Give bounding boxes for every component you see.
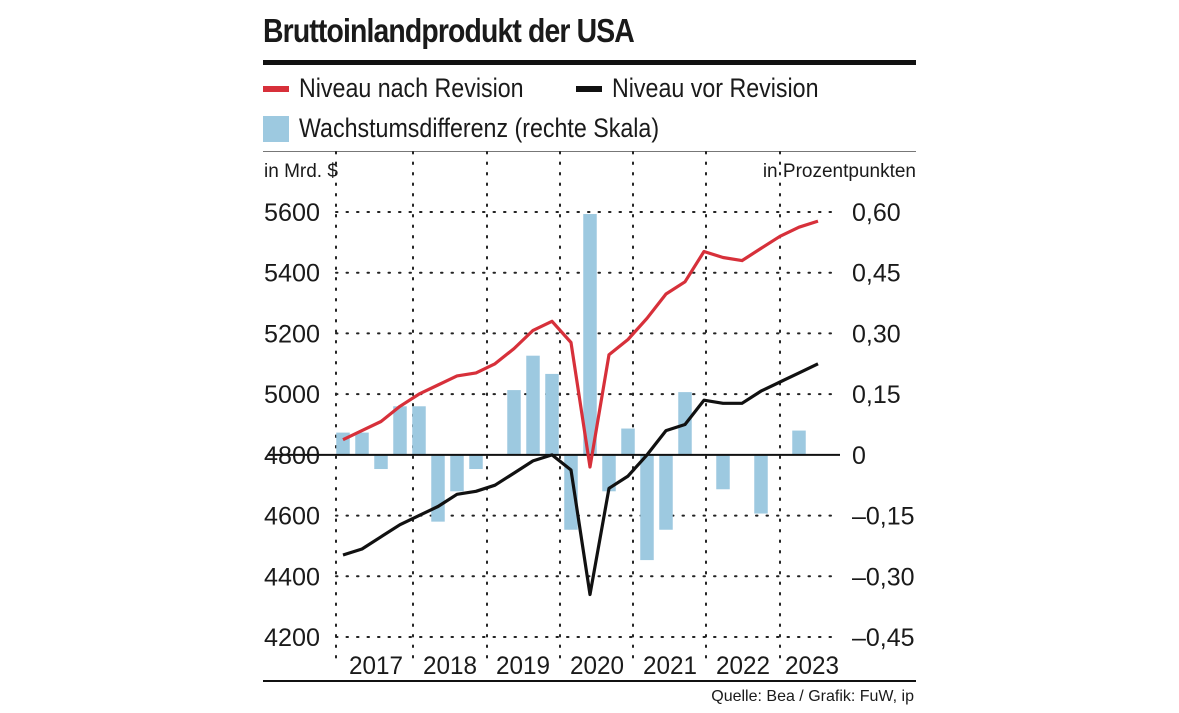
- bar-2019Q4: [545, 373, 559, 455]
- bar-2018Q4: [469, 454, 483, 470]
- series-line-niveau-nach-revision: [342, 219, 819, 469]
- series-line-niveau-vor-revision: [342, 362, 819, 597]
- x-year-label: 2020: [570, 652, 624, 680]
- x-year-label: 2018: [423, 652, 477, 680]
- y-right-unit-label: in Prozentpunkten: [763, 161, 916, 182]
- legend-label-after-revision: Niveau nach Revision: [299, 73, 524, 103]
- y-right-tick-label: –0,30: [852, 563, 915, 591]
- title-rule: [263, 60, 916, 65]
- x-year-label: 2017: [349, 652, 403, 680]
- bar-2020Q1: [564, 454, 578, 530]
- legend-swatch-after-revision: [263, 85, 289, 92]
- bar-2020Q4: [621, 428, 635, 455]
- legend-label-growth-difference: Wachstumsdifferenz (rechte Skala): [299, 113, 660, 143]
- y-left-tick-label: 5400: [264, 260, 320, 288]
- footer-rule: [263, 680, 916, 682]
- y-right-tick-label: 0,45: [852, 260, 901, 288]
- y-left-tick-label: 4600: [264, 503, 320, 531]
- bar-2021Q1: [640, 454, 654, 561]
- y-right-tick-label: 0,30: [852, 320, 901, 348]
- y-left-tick-label: 4400: [264, 563, 320, 591]
- y-right-tick-label: 0,15: [852, 381, 901, 409]
- x-year-label: 2023: [785, 652, 839, 680]
- bar-2020Q3: [602, 454, 616, 492]
- y-left-tick-label: 5000: [264, 381, 320, 409]
- bar-2022Q1: [716, 454, 730, 490]
- chart-title: Bruttoinlandprodukt der USA: [263, 12, 635, 49]
- bar-2022Q3: [754, 454, 768, 514]
- bar-2018Q1: [412, 406, 426, 455]
- bar-2019Q2: [507, 390, 521, 455]
- legend-swatch-growth-difference: [263, 115, 289, 142]
- y-left-tick-label: 5600: [264, 199, 320, 227]
- y-right-tick-label: –0,15: [852, 503, 915, 531]
- x-year-label: 2021: [643, 652, 697, 680]
- x-year-label: 2022: [716, 652, 770, 680]
- bar-2018Q2: [431, 454, 445, 522]
- y-right-tick-label: –0,45: [852, 624, 915, 652]
- x-year-label: 2019: [496, 652, 550, 680]
- y-left-tick-label: 4800: [264, 442, 320, 470]
- bar-2018Q3: [450, 454, 464, 492]
- source-note: Quelle: Bea / Grafik: FuW, ip: [711, 688, 914, 705]
- y-left-unit-label: in Mrd. $: [264, 161, 338, 182]
- bar-2017Q2: [355, 432, 369, 455]
- y-left-tick-label: 5200: [264, 320, 320, 348]
- bar-2017Q4: [393, 406, 407, 455]
- y-left-tick-label: 4200: [264, 624, 320, 652]
- y-right-tick-label: 0: [852, 442, 866, 470]
- y-right-tick-label: 0,60: [852, 199, 901, 227]
- legend-row-1: Niveau nach Revision Niveau vor Revision: [263, 73, 852, 104]
- bar-2017Q3: [374, 454, 388, 470]
- legend-label-before-revision: Niveau vor Revision: [612, 73, 819, 103]
- legend-swatch-before-revision: [576, 85, 603, 92]
- bar-2020Q2: [583, 214, 597, 455]
- legend-row-2: Wachstumsdifferenz (rechte Skala): [263, 113, 718, 144]
- bar-2019Q3: [526, 355, 540, 455]
- legend-divider: [263, 151, 916, 152]
- bar-2021Q2: [659, 454, 673, 530]
- bar-2023Q1: [792, 430, 806, 455]
